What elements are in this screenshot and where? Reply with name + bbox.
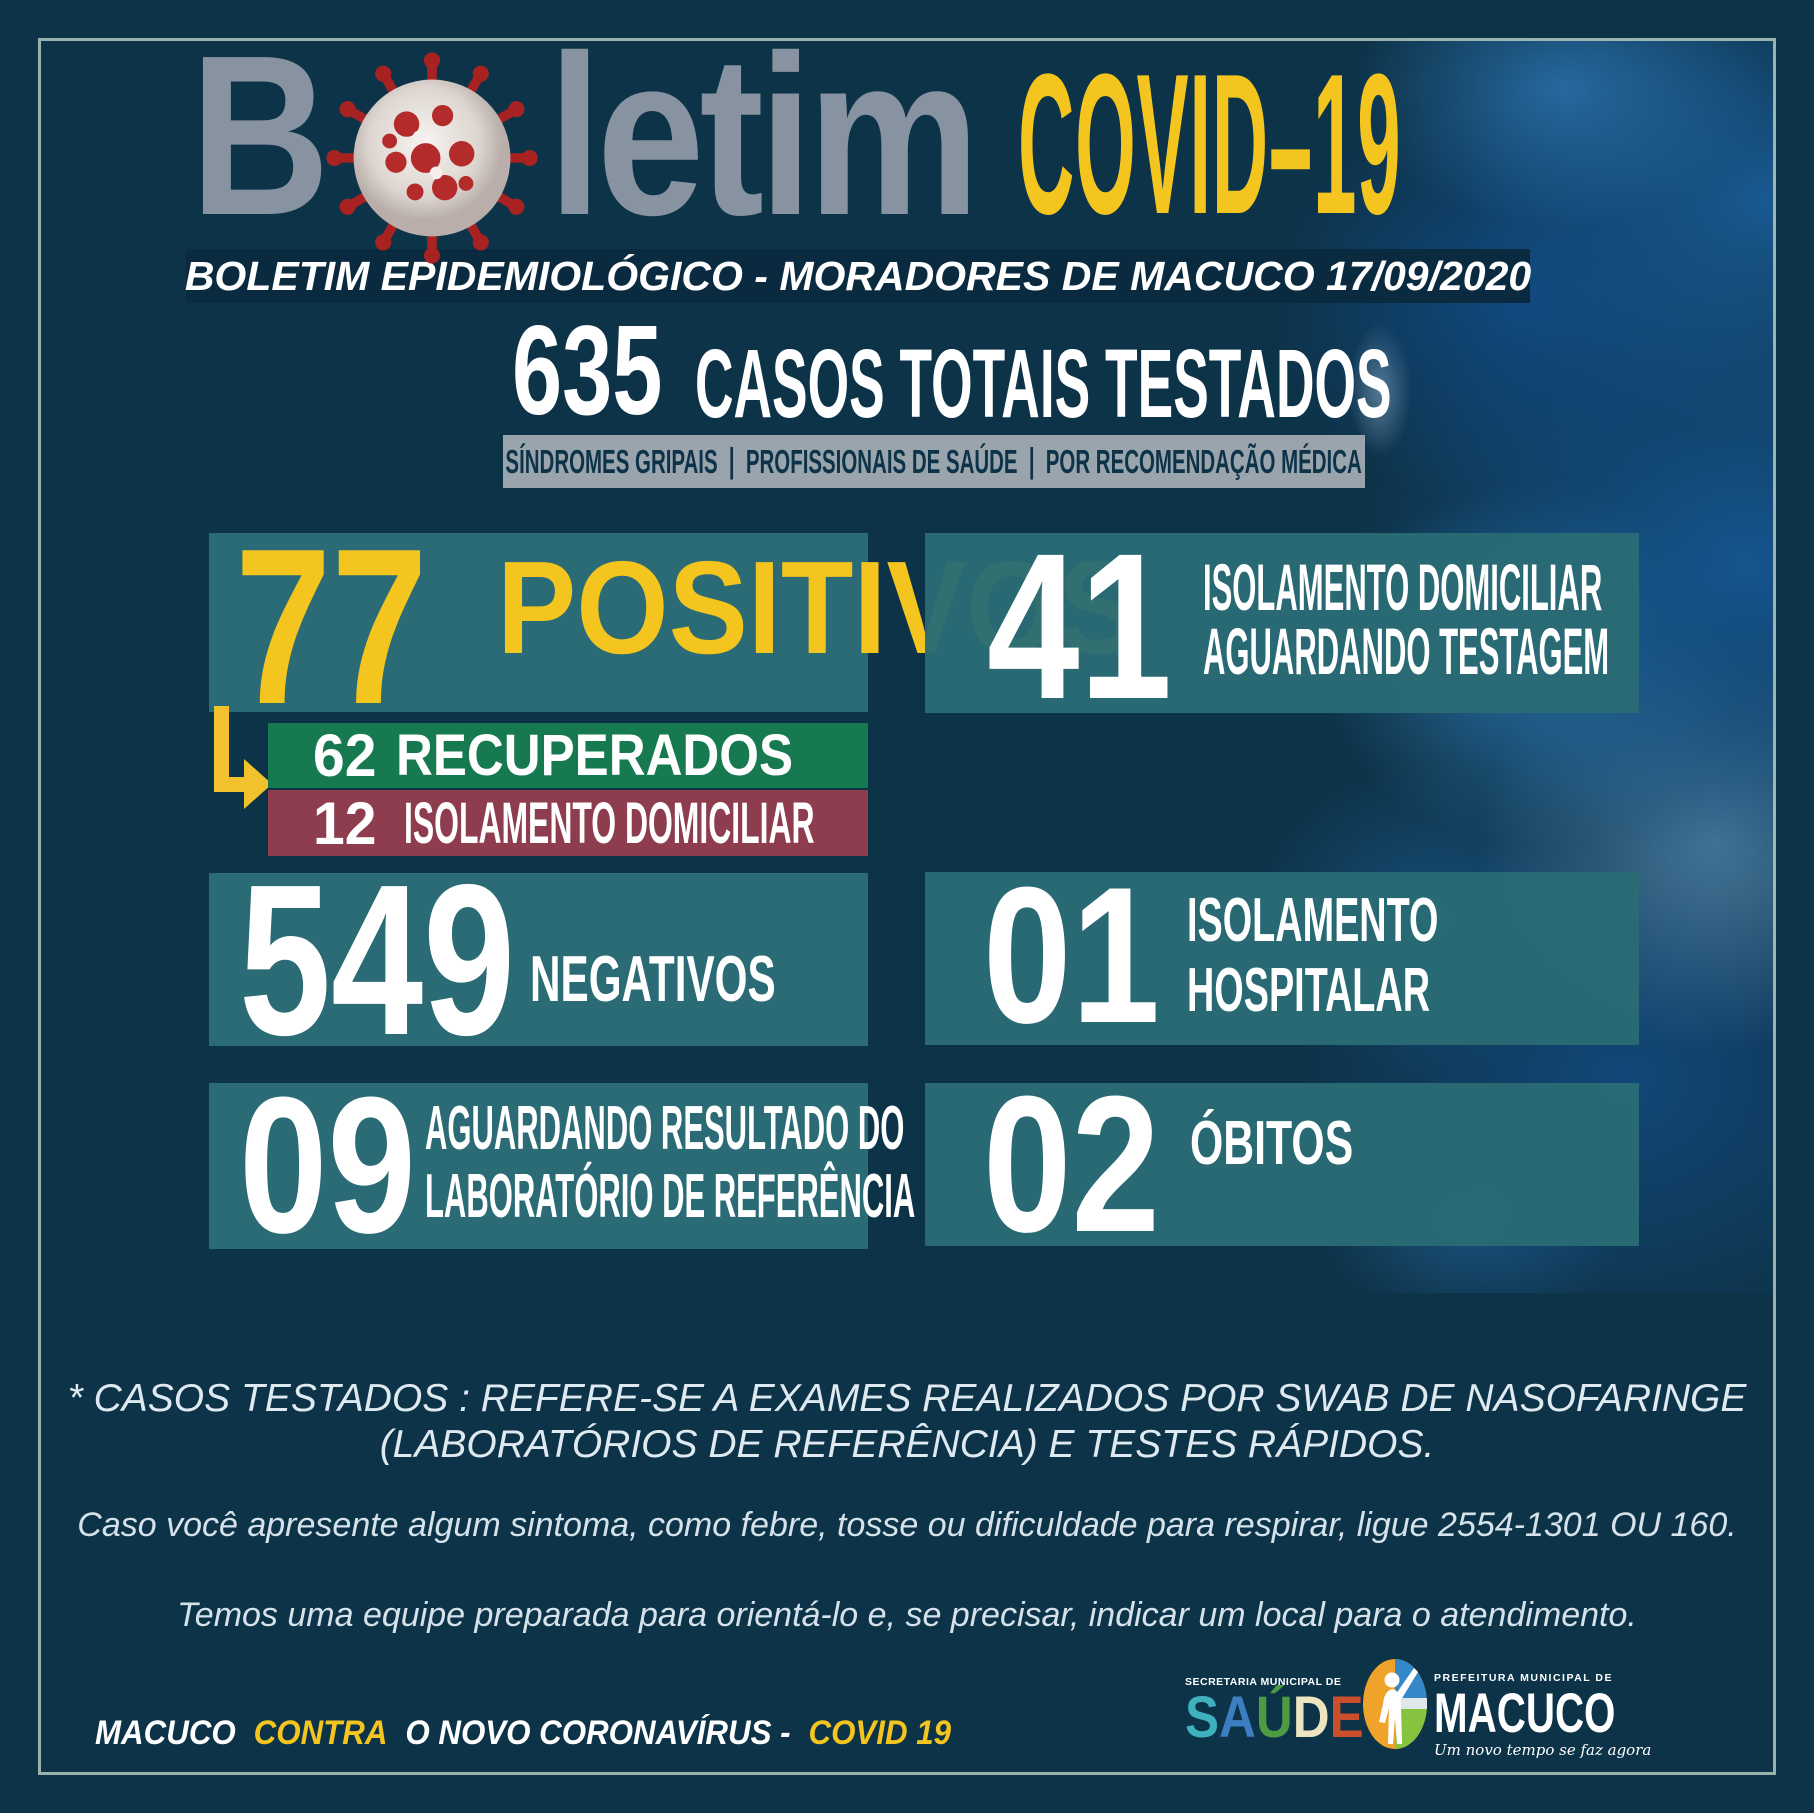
breakdown-arrow-horizontal (214, 777, 244, 792)
negativos-label: NEGATIVOS (530, 942, 776, 1015)
saude-letter-s: S (1185, 1685, 1220, 1750)
isolamento-domiciliar-label: ISOLAMENTO DOMICILIAR (403, 790, 815, 856)
isolamento-hospitalar-value: 01 (983, 847, 1160, 1064)
aguardando-resultado-value: 09 (239, 1057, 416, 1274)
macuco-logo-heading: PREFEITURA MUNICIPAL DE (1434, 1672, 1613, 1684)
page-title-boletim-rest: letim (548, 9, 980, 263)
coronavirus-icon (326, 52, 538, 264)
negativos-value: 549 (239, 839, 516, 1080)
card-aguardando-resultado: 09 AGUARDANDO RESULTADO DO LABORATÓRIO D… (209, 1069, 915, 1263)
note-equipe: Temos uma equipe preparada para orientá-… (177, 1596, 1637, 1634)
isolamento-hospitalar-label-line2: HOSPITALAR (1187, 956, 1431, 1025)
aguardando-resultado-label-line1: AGUARDANDO RESULTADO DO (425, 1094, 905, 1163)
note-casos-testados-line2: (LABORATÓRIOS DE REFERÊNCIA) E TESTES RÁ… (379, 1423, 1435, 1466)
positivos-value: 77 (235, 503, 428, 751)
card-positivos: 77 POSITIVOS (209, 516, 1137, 738)
card-negativos: 549 NEGATIVOS (209, 852, 868, 1067)
saude-letter-a: A (1219, 1685, 1256, 1750)
campaign-coronavirus: O NOVO CORONAVÍRUS - (405, 1714, 791, 1752)
macuco-logo-tagline: Um novo tempo se faz agora (1434, 1741, 1652, 1760)
breakdown-arrow-head-icon (244, 759, 272, 809)
note-sintomas: Caso você apresente algum sintoma, como … (77, 1506, 1737, 1544)
breakdown-arrow-vertical (214, 706, 229, 792)
campaign-slogan: MACUCO CONTRA O NOVO CORONAVÍRUS - COVID… (95, 1714, 960, 1753)
campaign-covid19: COVID 19 (808, 1714, 952, 1752)
saude-logo-heading: SECRETARIA MUNICIPAL DE (1185, 1676, 1342, 1688)
criteria-sindromes-gripais: SÍNDROMES GRIPAIS (505, 442, 719, 480)
note-casos-testados-line1: * CASOS TESTADOS : REFERE-SE A EXAMES RE… (67, 1377, 1747, 1420)
criteria-recomendacao-medica: POR RECOMENDAÇÃO MÉDICA (1046, 442, 1363, 480)
card-obitos: 02 ÓBITOS (925, 1068, 1639, 1262)
divider: | (729, 442, 736, 480)
aguardando-testagem-label-line2: AGUARDANDO TESTAGEM (1203, 614, 1610, 688)
saude-letter-u: Ú (1255, 1685, 1293, 1750)
subtitle-bar: BOLETIM EPIDEMIOLÓGICO - MORADORES DE MA… (184, 249, 1532, 303)
secretaria-saude-logo: SECRETARIA MUNICIPAL DE SAÚDE (1185, 1676, 1388, 1747)
test-criteria-list: SÍNDROMES GRIPAIS | PROFISSIONAIS DE SAÚ… (506, 442, 1362, 481)
campaign-macuco: MACUCO (95, 1714, 236, 1752)
obitos-value: 02 (983, 1056, 1160, 1273)
aguardando-testagem-value: 41 (987, 511, 1173, 743)
card-isolamento-aguardando-testagem: 41 ISOLAMENTO DOMICILIAR AGUARDANDO TEST… (925, 523, 1639, 731)
isolamento-hospitalar-label-line1: ISOLAMENTO (1187, 886, 1439, 955)
campaign-contra: CONTRA (253, 1714, 388, 1752)
total-tested-label: CASOS TOTAIS TESTADOS (695, 329, 1392, 438)
aguardando-resultado-label-line2: LABORATÓRIO DE REFERÊNCIA (425, 1162, 916, 1231)
macuco-logo-wordmark: MACUCO (1434, 1681, 1616, 1744)
aguardando-testagem-label: ISOLAMENTO DOMICILIAR AGUARDANDO TESTAGE… (1203, 550, 1610, 688)
macuco-emblem-icon (1363, 1659, 1427, 1749)
recuperados-label: RECUPERADOS (395, 723, 793, 788)
criteria-profissionais-saude: PROFISSIONAIS DE SAÚDE (746, 442, 1018, 480)
saude-letter-d: D (1292, 1685, 1330, 1750)
divider: | (1029, 442, 1036, 480)
aguardando-resultado-label: AGUARDANDO RESULTADO DO LABORATÓRIO DE R… (425, 1095, 915, 1231)
page-title-covid19: COVID–19 (1018, 33, 1402, 256)
bar-isolamento-domiciliar: 12 ISOLAMENTO DOMICILIAR (268, 789, 868, 857)
prefeitura-macuco-logo: PREFEITURA MUNICIPAL DE MACUCO Um novo t… (1434, 1672, 1686, 1759)
aguardando-testagem-label-line1: ISOLAMENTO DOMICILIAR (1203, 550, 1603, 624)
saude-letter-e: E (1329, 1685, 1364, 1750)
card-isolamento-hospitalar: 01 ISOLAMENTO HOSPITALAR (925, 859, 1639, 1053)
page-title-boletim-b: B (190, 9, 330, 263)
subtitle-text: BOLETIM EPIDEMIOLÓGICO - MORADORES DE MA… (184, 252, 1532, 299)
saude-logo-wordmark: SAÚDE (1185, 1689, 1364, 1747)
bar-recuperados: 62 RECUPERADOS (268, 722, 868, 789)
obitos-label: ÓBITOS (1190, 1109, 1354, 1178)
isolamento-domiciliar-value: 12 (313, 789, 377, 857)
isolamento-hospitalar-label: ISOLAMENTO HOSPITALAR (1187, 886, 1438, 1026)
total-tested-value: 635 (512, 299, 663, 441)
test-criteria-bar: SÍNDROMES GRIPAIS | PROFISSIONAIS DE SAÚ… (503, 435, 1365, 488)
recuperados-value: 62 (313, 722, 377, 789)
